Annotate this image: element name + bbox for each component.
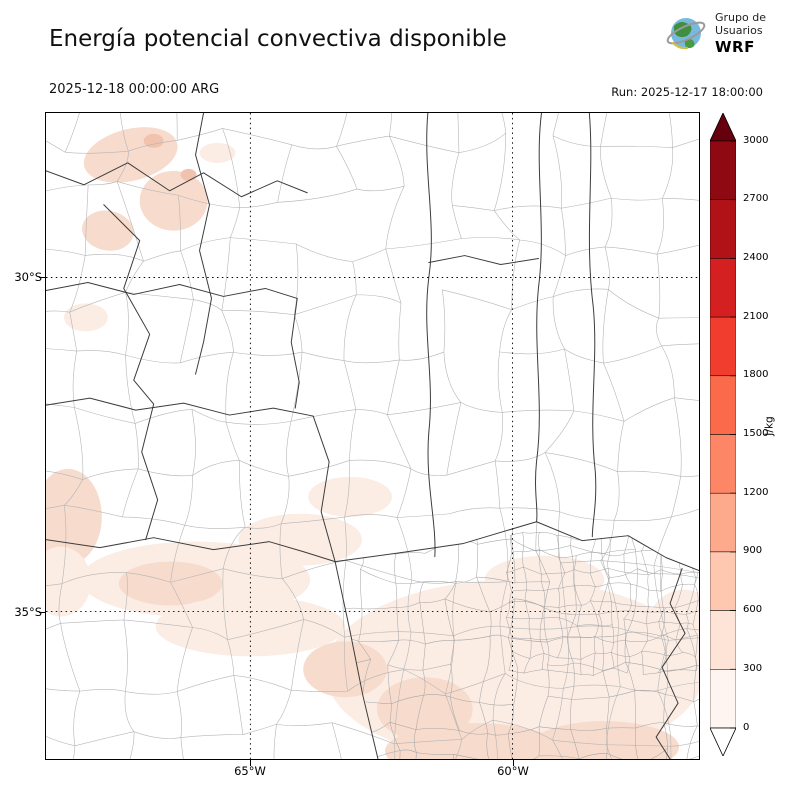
colorbar-tick-label: 3000: [743, 134, 769, 146]
map-plot: [46, 113, 699, 759]
lat-tick-35s: [39, 612, 45, 613]
colorbar: [710, 113, 736, 756]
colorbar-tick-label: 600: [743, 604, 763, 616]
colorbar-tick-label: 1800: [743, 369, 769, 381]
colorbar-tick-label: 300: [743, 662, 763, 674]
graticule-dotted: [46, 113, 699, 759]
colorbar-tick-label: 2400: [743, 251, 769, 263]
valid-time-label: 2025-12-18 00:00:00 ARG: [49, 82, 220, 97]
lon-tick-65w: [250, 760, 251, 766]
colorbar-tick-label: 1200: [743, 486, 769, 498]
colorbar-unit-label: J/kg: [763, 416, 776, 436]
colorbar-tick-labels: 3000 2700 2400 2100 1800 1500 1200 900 600 300 0: [743, 113, 785, 756]
province-borders: [46, 113, 699, 759]
wrf-logo-text: Grupo de Usuarios WRF: [715, 11, 766, 57]
logo-line-3: WRF: [715, 37, 755, 56]
lat-label-30s: 30°S: [14, 270, 42, 284]
wrf-logo: Grupo de Usuarios WRF: [664, 11, 766, 57]
colorbar-tick-label: 0: [743, 721, 750, 733]
run-time-label: Run: 2025-12-17 18:00:00: [611, 85, 763, 99]
globe-icon: [666, 18, 706, 50]
lon-label-65w: 65°W: [234, 764, 266, 778]
figure-title: Energía potencial convectiva disponible: [49, 26, 507, 52]
lon-label-60w: 60°W: [497, 764, 529, 778]
logo-line-2: Usuarios: [715, 23, 763, 37]
map-canvas: [45, 112, 700, 760]
colorbar-tick-label: 2700: [743, 193, 769, 205]
logo-line-1: Grupo de: [715, 11, 766, 24]
colorbar-tick-label: 1500: [743, 428, 769, 439]
lat-tick-30s: [39, 277, 45, 278]
cape-shading-layer: [46, 127, 699, 759]
department-boundaries-medium: [335, 521, 699, 759]
lat-label-35s: 35°S: [14, 605, 42, 619]
lon-tick-60w: [513, 760, 514, 766]
colorbar-tick-label: 2100: [743, 310, 769, 322]
colorbar-tick-label: 900: [743, 545, 763, 557]
